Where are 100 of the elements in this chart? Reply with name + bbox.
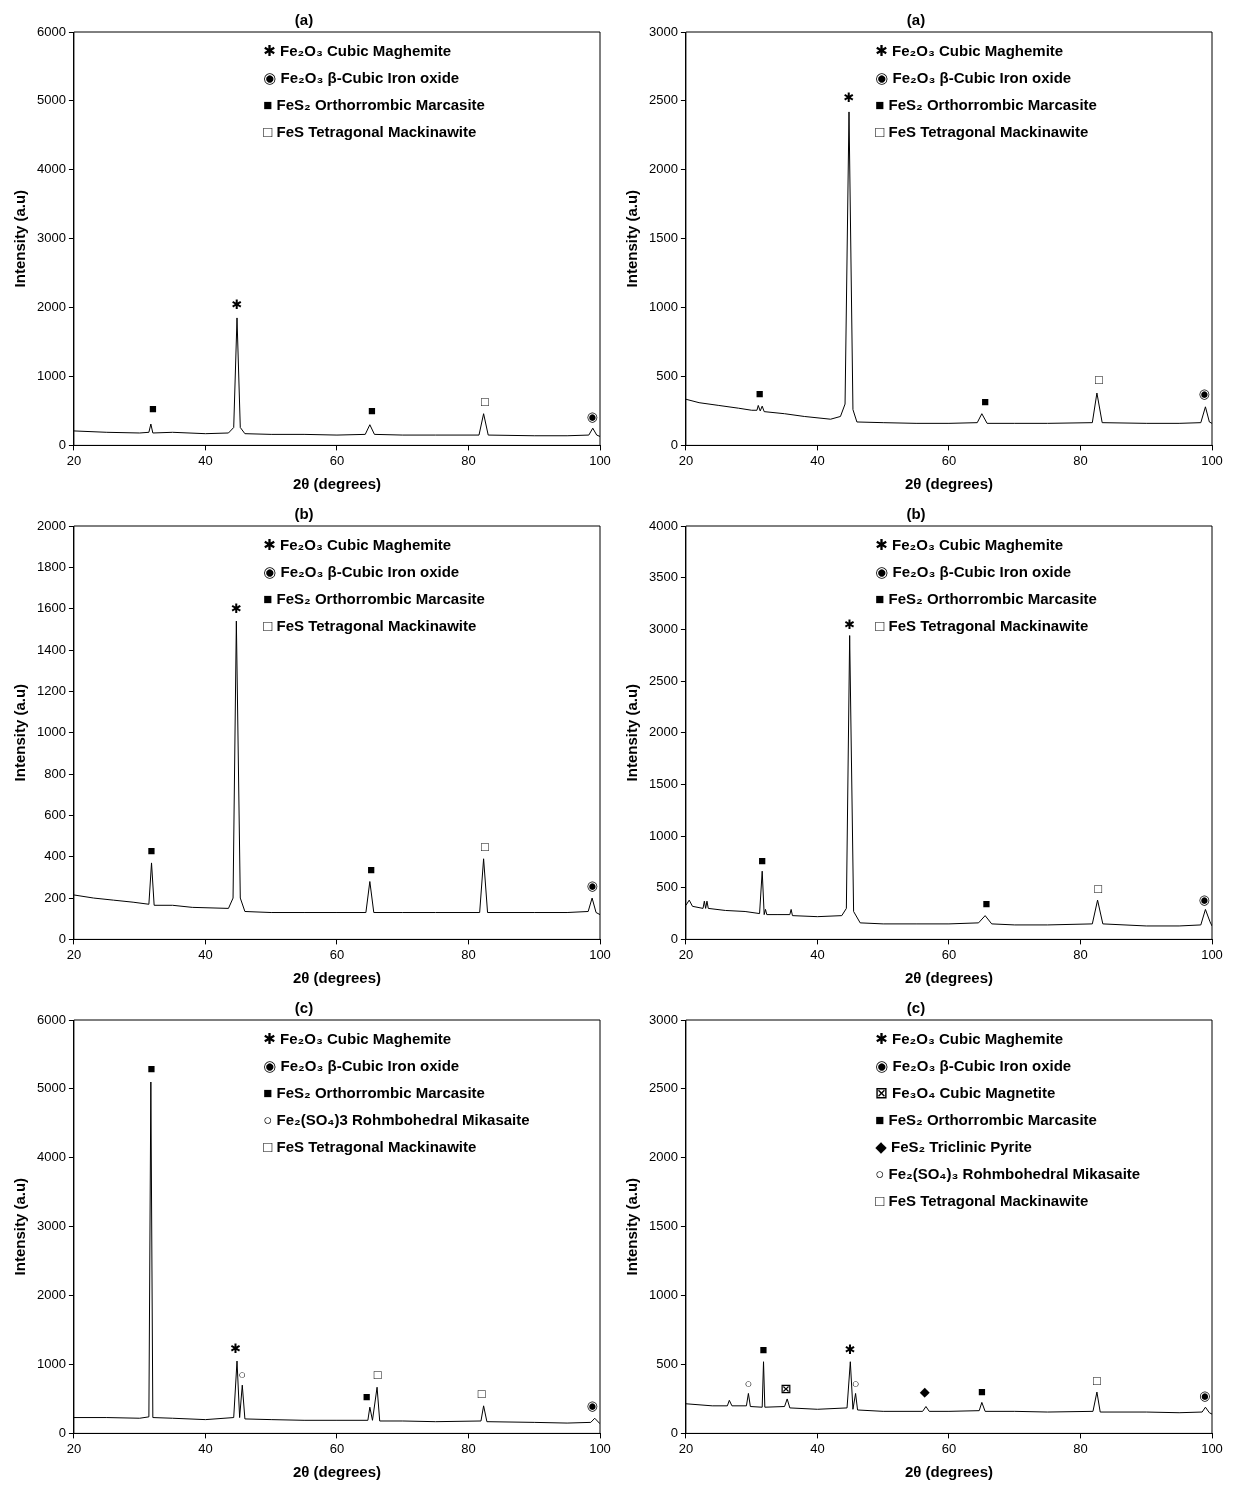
annotation: ■ <box>982 895 991 911</box>
annotation: ○ Fe₂(SO₄)₃ Rohmbohedral Mikasaite <box>875 1165 1141 1183</box>
annotation: ■ FeS₂ Orthorrombic Marcasite <box>263 96 485 114</box>
annotation: ✱ <box>844 1342 856 1358</box>
x-tick-label: 20 <box>66 1440 82 1456</box>
x-axis-title: 2θ (degrees) <box>292 969 382 987</box>
chart-title: (a) <box>906 11 926 29</box>
y-tick-label: 1200 <box>37 682 66 698</box>
annotation: □ <box>480 394 489 410</box>
annotation: ■ <box>977 1383 986 1399</box>
y-tick-label: 3000 <box>649 1011 678 1027</box>
chart-title: (b) <box>294 505 314 523</box>
x-tick-label: 60 <box>329 452 345 468</box>
y-tick-label: 500 <box>656 1356 678 1372</box>
y-tick-label: 2000 <box>649 1149 678 1165</box>
y-tick-label: 5000 <box>37 1080 66 1096</box>
annotation: ✱ Fe₂O₃ Cubic Maghemite <box>263 1030 452 1048</box>
annotation: □ FeS Tetragonal Mackinawite <box>875 1192 1089 1210</box>
annotation: ■ FeS₂ Orthorrombic Marcasite <box>875 96 1097 114</box>
annotation: □ FeS Tetragonal Mackinawite <box>263 617 477 635</box>
x-tick-label: 40 <box>810 946 825 962</box>
y-tick-label: 6000 <box>37 1011 66 1027</box>
chart-title: (c) <box>906 999 926 1017</box>
y-tick-label: 1000 <box>649 827 678 843</box>
x-tick-label: 20 <box>66 452 82 468</box>
x-tick-label: 40 <box>810 452 825 468</box>
annotation: ◉ Fe₂O₃ β-Cubic Iron oxide <box>875 1057 1072 1075</box>
annotation: □ <box>1094 372 1103 388</box>
y-axis-title: Intensity (a.u) <box>11 1177 29 1276</box>
annotation: ◉ <box>1199 1387 1211 1403</box>
annotation: ◉ Fe₂O₃ β-Cubic Iron oxide <box>875 563 1072 581</box>
annotation: ■ <box>759 1342 768 1358</box>
annotation: ◉ <box>586 878 598 894</box>
y-tick-label: 0 <box>670 1424 678 1440</box>
annotation: ■ FeS₂ Orthorrombic Marcasite <box>263 590 485 608</box>
y-tick-label: 4000 <box>37 161 66 177</box>
y-tick-label: 2000 <box>37 299 66 315</box>
x-axis-title: 2θ (degrees) <box>904 969 994 987</box>
x-tick-label: 60 <box>941 946 957 962</box>
annotation: ✱ <box>231 296 243 312</box>
chart-title: (b) <box>906 505 926 523</box>
y-axis-title: Intensity (a.u) <box>623 189 641 288</box>
y-tick-label: 1000 <box>649 1287 678 1303</box>
y-tick-label: 500 <box>656 879 678 895</box>
y-axis-title: Intensity (a.u) <box>623 1177 641 1276</box>
annotation: ✱ Fe₂O₃ Cubic Maghemite <box>875 42 1064 60</box>
annotation: ✱ Fe₂O₃ Cubic Maghemite <box>875 1030 1064 1048</box>
annotation: ✱ Fe₂O₃ Cubic Maghemite <box>263 536 452 554</box>
y-tick-label: 600 <box>44 806 66 822</box>
annotation: ◉ <box>586 408 598 424</box>
x-tick-label: 20 <box>66 946 82 962</box>
annotation: □ FeS Tetragonal Mackinawite <box>875 123 1089 141</box>
y-axis-title: Intensity (a.u) <box>11 189 29 288</box>
y-tick-label: 2500 <box>649 1080 678 1096</box>
annotation: □ FeS Tetragonal Mackinawite <box>875 617 1089 635</box>
x-tick-label: 60 <box>941 1440 957 1456</box>
y-tick-label: 3000 <box>37 230 66 246</box>
annotation: ■ FeS₂ Orthorrombic Marcasite <box>875 590 1097 608</box>
x-tick-label: 80 <box>461 1440 476 1456</box>
y-tick-label: 5000 <box>37 92 66 108</box>
x-tick-label: 80 <box>1073 946 1088 962</box>
annotation: □ FeS Tetragonal Mackinawite <box>263 1138 477 1156</box>
annotation: ◉ Fe₂O₃ β-Cubic Iron oxide <box>263 1057 460 1075</box>
annotation: ✱ Fe₂O₃ Cubic Maghemite <box>875 536 1064 554</box>
x-tick-label: 80 <box>461 946 476 962</box>
annotation: ■ <box>981 394 990 410</box>
y-tick-label: 1000 <box>649 299 678 315</box>
x-tick-label: 100 <box>589 452 611 468</box>
y-tick-label: 800 <box>44 765 66 781</box>
y-tick-label: 3000 <box>37 1218 66 1234</box>
y-tick-label: 0 <box>670 930 678 946</box>
annotation: □ <box>373 1367 382 1383</box>
annotation: ■ FeS₂ Orthorrombic Marcasite <box>263 1084 485 1102</box>
chart-title: (c) <box>294 999 314 1017</box>
y-tick-label: 2500 <box>649 672 678 688</box>
x-tick-label: 20 <box>678 946 694 962</box>
y-tick-label: 2000 <box>37 517 66 533</box>
annotation: ○ <box>851 1375 860 1391</box>
y-tick-label: 0 <box>58 930 66 946</box>
y-tick-label: 1600 <box>37 600 66 616</box>
x-tick-label: 60 <box>941 452 957 468</box>
annotation: ✱ <box>843 89 855 105</box>
y-tick-label: 1000 <box>37 368 66 384</box>
y-tick-label: 1000 <box>37 1356 66 1372</box>
y-tick-label: 4000 <box>649 517 678 533</box>
annotation: ⊠ Fe₃O₄ Cubic Magnetite <box>875 1084 1056 1102</box>
x-axis-title: 2θ (degrees) <box>292 1463 382 1481</box>
y-tick-label: 6000 <box>37 23 66 39</box>
annotation: ◉ <box>1198 891 1210 907</box>
annotation: ■ <box>147 1060 156 1076</box>
annotation: ✱ <box>230 601 242 617</box>
x-tick-label: 40 <box>198 946 213 962</box>
annotation: □ <box>477 1385 486 1401</box>
y-tick-label: 1400 <box>37 641 66 657</box>
annotation: ■ <box>147 842 156 858</box>
annotation: ■ <box>758 853 767 869</box>
x-tick-label: 20 <box>678 452 694 468</box>
x-tick-label: 40 <box>198 1440 213 1456</box>
y-axis-title: Intensity (a.u) <box>623 683 641 782</box>
y-tick-label: 4000 <box>37 1149 66 1165</box>
